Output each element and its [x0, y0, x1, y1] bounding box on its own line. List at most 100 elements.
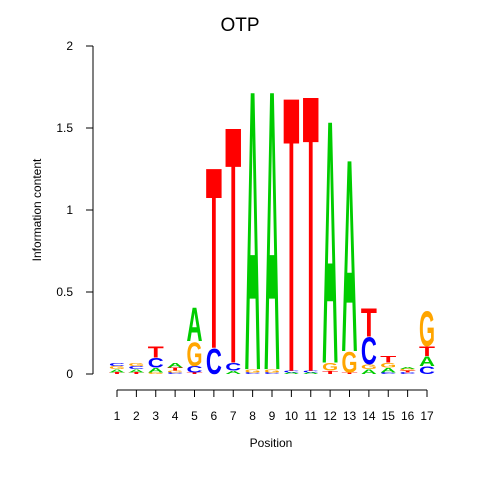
x-tick-label: 17	[420, 409, 434, 423]
letter-G: G	[419, 302, 435, 358]
letter-T: T	[419, 344, 435, 359]
letter-A: A	[109, 369, 126, 374]
letter-G: G	[400, 369, 416, 371]
x-tick-label: 1	[114, 409, 121, 423]
letter-A: A	[322, 48, 338, 438]
y-tick-label: 1	[66, 203, 73, 217]
letter-G: G	[128, 362, 144, 367]
chart-title: OTP	[220, 15, 259, 36]
letter-A: A	[400, 367, 416, 369]
x-axis-label: Position	[250, 436, 293, 450]
letter-C: C	[283, 370, 299, 372]
x-tick-label: 3	[152, 409, 159, 423]
x-axis: 1 2 3 4 5 6 7 8 9 10 11 12 13 14 15 16 17	[114, 389, 434, 423]
x-tick-label: 9	[269, 409, 276, 423]
letter-G: G	[380, 362, 396, 370]
logo-column-10: ACT	[283, 15, 299, 455]
x-tick-label: 12	[323, 409, 337, 423]
logo-column-8: CGA	[245, 8, 261, 456]
letter-T: T	[342, 372, 359, 375]
letter-T: T	[109, 372, 126, 375]
letter-G: G	[167, 370, 183, 372]
letter-G: G	[322, 360, 338, 373]
letter-C: C	[148, 355, 164, 371]
letter-T: T	[187, 372, 204, 375]
letter-T: T	[225, 57, 241, 436]
letter-A: A	[283, 372, 299, 374]
y-tick-label: 0.5	[56, 285, 73, 299]
x-tick-label: 6	[211, 409, 218, 423]
letter-G: G	[342, 347, 358, 380]
letter-G: G	[361, 363, 377, 371]
letter-A: A	[303, 372, 319, 374]
logo-column-9: CGA	[264, 8, 280, 456]
letter-A: A	[187, 298, 203, 352]
letter-G: G	[109, 365, 125, 370]
letter-C: C	[264, 372, 280, 374]
letter-T: T	[167, 367, 184, 372]
letter-A: A	[225, 370, 242, 375]
letter-C: C	[187, 364, 203, 374]
y-tick-label: 1.5	[56, 121, 73, 135]
letter-T: T	[128, 372, 145, 375]
letter-C: C	[206, 343, 222, 383]
logo-column-12: TGA	[322, 48, 339, 438]
letter-T: T	[148, 343, 164, 361]
letter-T: T	[361, 301, 377, 346]
letter-C: C	[245, 372, 261, 374]
letter-C: C	[225, 360, 241, 373]
letter-T: T	[322, 370, 339, 375]
letter-T: T	[283, 15, 299, 455]
x-tick-label: 14	[362, 409, 376, 423]
letter-A: A	[167, 362, 183, 370]
y-tick-label: 0	[66, 367, 73, 381]
x-tick-label: 4	[172, 409, 179, 423]
x-tick-label: 10	[285, 409, 299, 423]
letter-G: G	[264, 369, 280, 374]
letter-G: G	[245, 369, 261, 374]
x-tick-label: 7	[230, 409, 237, 423]
y-axis-label: Information content	[30, 158, 44, 261]
x-tick-label: 2	[133, 409, 140, 423]
letter-A: A	[245, 8, 261, 456]
x-tick-label: 8	[249, 409, 256, 423]
letter-G: G	[187, 334, 203, 373]
letter-C: C	[400, 372, 416, 374]
letter-T: T	[303, 12, 319, 455]
logo-column-7: ACT	[225, 57, 242, 436]
letter-A: A	[342, 103, 358, 410]
x-tick-label: 11	[305, 409, 318, 423]
x-tick-label: 15	[382, 409, 396, 423]
letter-G: G	[148, 372, 164, 374]
letter-C: C	[167, 372, 183, 374]
letter-A: A	[419, 353, 435, 369]
letter-C: C	[303, 370, 319, 372]
logo-column-6: CT	[206, 114, 222, 404]
letter-C: C	[109, 362, 126, 367]
letter-T: T	[206, 114, 222, 404]
letter-A: A	[128, 369, 145, 374]
letter-C: C	[380, 372, 396, 374]
x-tick-label: 5	[191, 409, 198, 423]
x-tick-label: 13	[343, 409, 357, 423]
letter-T: T	[400, 370, 417, 373]
letter-C: C	[419, 364, 435, 377]
letter-A: A	[148, 367, 164, 375]
y-axis: 0 0.5 1 1.5 2	[56, 39, 94, 381]
logo-column-11: ACT	[303, 12, 319, 455]
letter-A: A	[264, 8, 280, 456]
letter-C: C	[361, 329, 377, 373]
letter-C: C	[128, 365, 145, 370]
x-tick-label: 16	[401, 409, 415, 423]
letter-A: A	[361, 368, 377, 376]
letter-T: T	[380, 355, 396, 365]
